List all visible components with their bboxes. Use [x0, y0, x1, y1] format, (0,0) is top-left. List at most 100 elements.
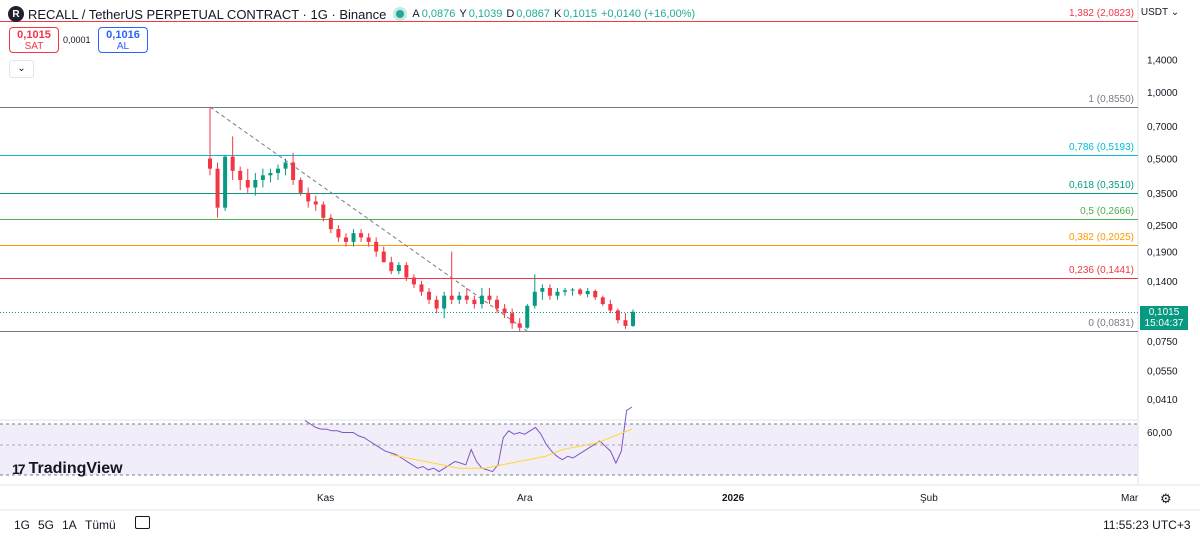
candle-body [600, 297, 605, 305]
candle-body [238, 170, 243, 180]
y-tick-label: 0,3500 [1147, 189, 1178, 200]
fib-lines [0, 21, 1138, 332]
sell-button[interactable]: 0,1015 SAT [9, 27, 59, 53]
calendar-icon[interactable] [135, 516, 150, 529]
candle-body [623, 320, 628, 326]
range-all-button[interactable]: Tümü [85, 518, 116, 532]
buy-price: 0,1016 [106, 29, 140, 41]
candle-body [374, 241, 379, 252]
ohlc-close-value: 0,1015 [563, 8, 597, 20]
rsi-background [0, 424, 1138, 475]
y-tick-label: 0,2500 [1147, 221, 1178, 232]
candle-body [223, 156, 228, 208]
buy-button[interactable]: 0,1016 AL [98, 27, 148, 53]
candle-body [253, 179, 258, 188]
fib-label: 0,5 (0,2666) [1080, 205, 1134, 217]
candle-body [215, 168, 220, 208]
candle-body [487, 295, 492, 300]
candle-body [517, 323, 522, 328]
collapse-legend-button[interactable]: ⌄ [9, 60, 34, 78]
candle-body [321, 204, 326, 218]
y-tick-label: 0,1900 [1147, 248, 1178, 259]
sell-price: 0,1015 [17, 29, 51, 41]
candle-body [570, 289, 575, 291]
fib-label: 0,618 (0,3510) [1068, 179, 1134, 191]
bar-countdown: 15:04:37 [1144, 318, 1184, 329]
candle-body [585, 291, 590, 295]
y-tick-label: 1,0000 [1147, 88, 1178, 99]
x-label-sub: Şub [920, 493, 938, 504]
ohlc-low-value: 0,0867 [516, 8, 550, 20]
tradingview-logo[interactable]: 17 TradingView [12, 460, 123, 478]
fib-label: 0 (0,0831) [1088, 317, 1134, 329]
candle-body [366, 237, 371, 242]
candle-body [298, 179, 303, 193]
symbol-title[interactable]: RECALL / TetherUS PERPETUAL CONTRACT · 1… [28, 6, 387, 22]
candle-body [336, 229, 341, 238]
ohlc-high-label: Y [459, 8, 467, 20]
candle-body [442, 295, 447, 309]
candle-body [631, 311, 635, 326]
candle-body [427, 291, 432, 300]
candle-body [464, 295, 469, 300]
ohlc-close-label: K [553, 8, 562, 20]
candle-body [411, 277, 416, 285]
fib-label: 1 (0,8550) [1088, 93, 1134, 105]
fib-trend-line [209, 106, 528, 332]
rsi-ma-line [389, 428, 633, 469]
candle-body [419, 284, 424, 292]
candle-body [230, 156, 235, 171]
candle-body [343, 237, 348, 242]
candle-body [404, 265, 409, 278]
range-5d-button[interactable]: 5G [38, 518, 55, 532]
y-tick-label: 0,5000 [1147, 155, 1178, 166]
currency-selector[interactable]: USDT ⌄ [1140, 7, 1180, 18]
candle-body [593, 291, 598, 298]
market-open-icon [396, 10, 405, 18]
x-label-mar: Mar [1121, 493, 1139, 504]
last-price-value: 0,1015 [1148, 307, 1180, 318]
y-tick-label: 0,1400 [1147, 277, 1178, 288]
candle-body [479, 295, 484, 305]
fib-label: 0,786 (0,5193) [1068, 141, 1134, 153]
y-tick-label: 0,7000 [1147, 122, 1178, 133]
candle-body [359, 233, 364, 238]
range-1m-button[interactable]: 1A [62, 518, 77, 532]
fib-label: 0,382 (0,2025) [1068, 231, 1134, 243]
candle-body [313, 201, 318, 205]
chevron-down-icon: ⌄ [17, 63, 26, 74]
fib-label: 0,236 (0,1441) [1068, 264, 1134, 276]
spread-value: 0,0001 [63, 35, 91, 45]
range-1d-button[interactable]: 1G [14, 518, 31, 532]
clock-time[interactable]: 11:55:23 UTC+3 [1103, 518, 1191, 532]
x-label-2026: 2026 [722, 493, 745, 504]
candle-body [291, 162, 296, 180]
candle-body [283, 162, 288, 169]
sell-label: SAT [24, 41, 44, 52]
buy-label: AL [116, 41, 130, 52]
symbol-header: R RECALL / TetherUS PERPETUAL CONTRACT ·… [8, 5, 699, 23]
candle-body [555, 291, 560, 296]
gear-icon[interactable]: ⚙ [1160, 491, 1172, 506]
y-tick-label: 0,0550 [1147, 367, 1178, 378]
candle-body [563, 290, 568, 292]
x-label-kas: Kas [317, 493, 335, 504]
candle-body [306, 192, 311, 202]
tradingview-brand: TradingView [28, 460, 123, 477]
price-axis-ticks: 1,4000 1,0000 0,7000 0,5000 0,3500 0,2500 0,19… [1147, 56, 1178, 406]
candle-body [351, 233, 356, 242]
candles [208, 107, 635, 332]
candle-body [245, 179, 250, 188]
rsi-lines [304, 406, 633, 473]
candle-body [502, 308, 507, 314]
candle-body [532, 291, 537, 306]
ohlc-change: +0,0140 (+16,00%) [600, 8, 696, 20]
candle-body [608, 304, 613, 311]
candle-body [547, 287, 552, 296]
candle-body [615, 310, 620, 321]
last-price-tag: 0,1015 15:04:37 [1140, 306, 1188, 330]
candle-body [540, 287, 545, 292]
candle-body [449, 295, 454, 300]
candle-body [328, 217, 333, 230]
